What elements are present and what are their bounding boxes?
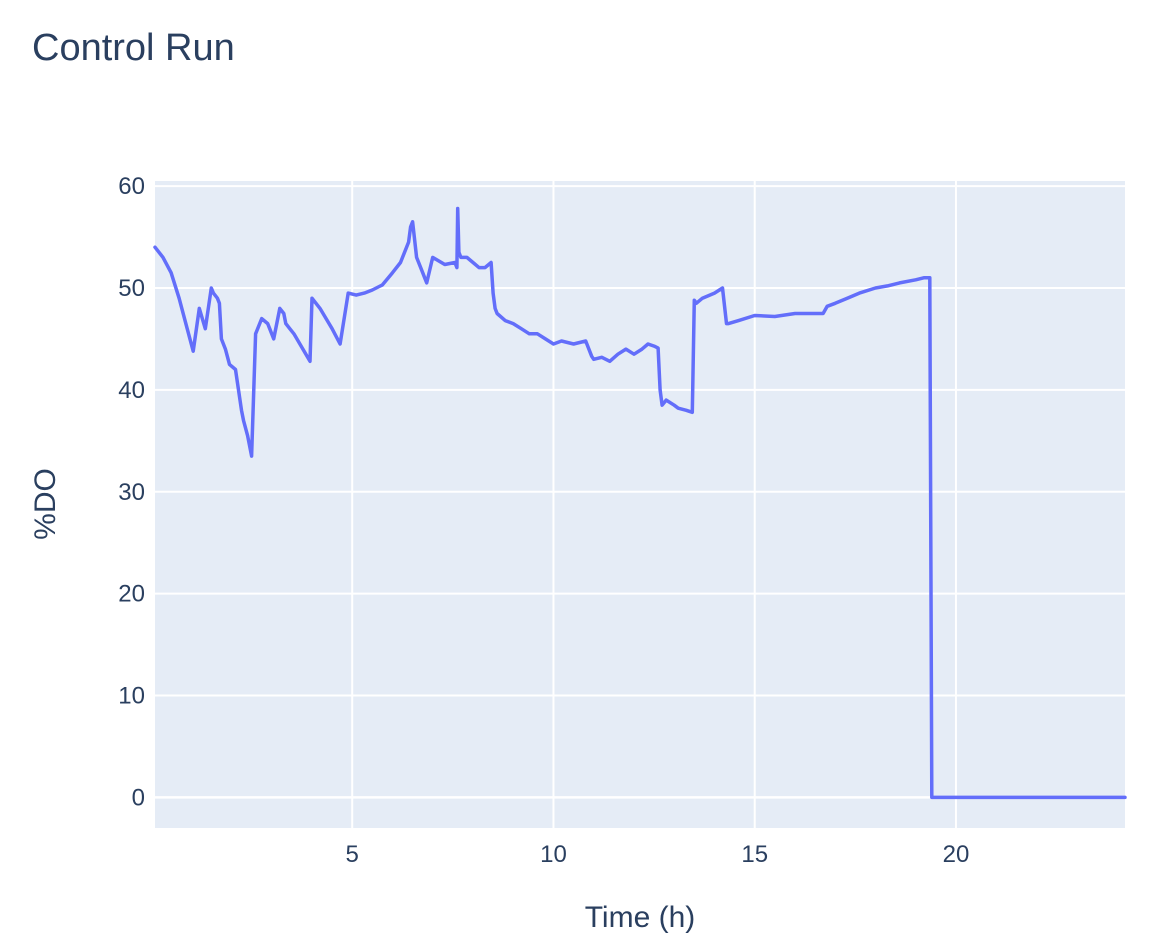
x-tick-label: 20	[943, 841, 970, 868]
y-tick-label: 30	[118, 479, 145, 506]
y-axis-title: %DO	[29, 468, 62, 540]
x-tick-label: 5	[346, 841, 359, 868]
y-tick-label: 10	[118, 683, 145, 710]
y-tick-label: 60	[118, 173, 145, 200]
x-tick-label: 15	[741, 841, 768, 868]
y-tick-label: 0	[132, 784, 145, 811]
x-axis-title: Time (h)	[585, 901, 696, 934]
series-line	[153, 206, 1127, 800]
plot-area	[155, 181, 1125, 828]
y-tick-label: 50	[118, 275, 145, 302]
y-tick-label: 40	[118, 377, 145, 404]
x-axis-ticks: 5 10 15 20	[346, 841, 970, 868]
chart-title: Control Run	[32, 27, 235, 69]
x-tick-label: 10	[540, 841, 567, 868]
series-group	[153, 206, 1127, 800]
y-axis-ticks: 0 10 20 30 40 50 60	[118, 173, 145, 811]
y-tick-label: 20	[118, 581, 145, 608]
grid-lines	[155, 181, 1125, 828]
